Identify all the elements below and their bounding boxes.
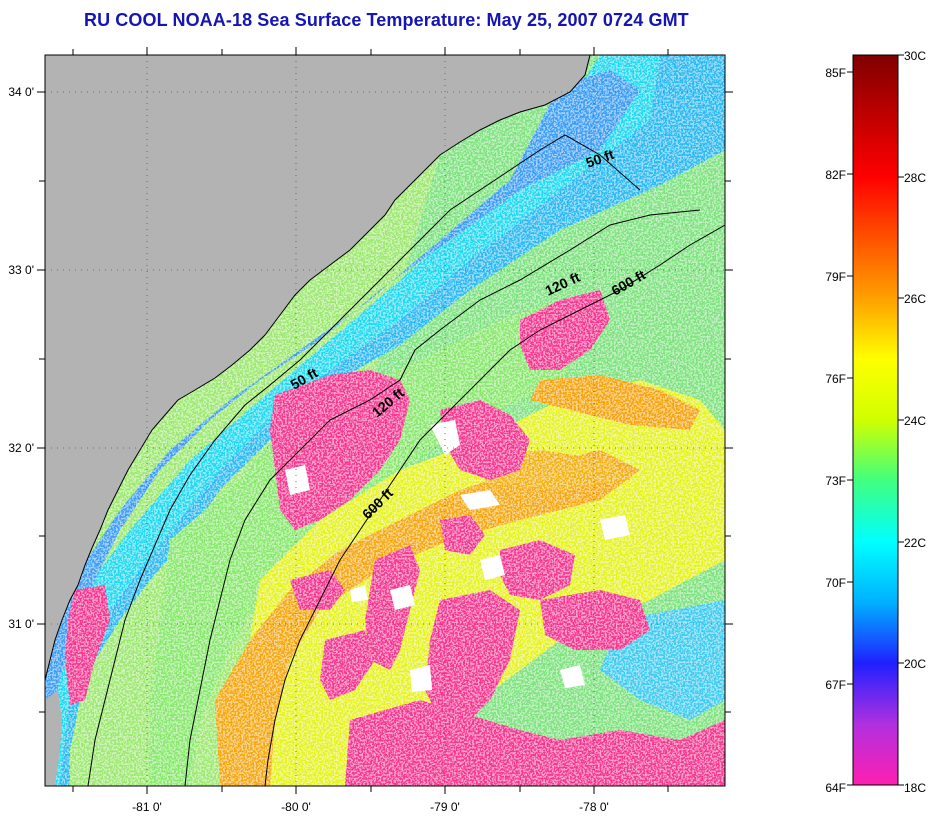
celsius-label-18: 18C [904, 781, 926, 795]
celsius-label-22: 22C [904, 536, 926, 550]
colorbar-celsius-ticks [898, 54, 904, 786]
celsius-label-24: 24C [904, 414, 926, 428]
longitude-label-80: -80 0' [281, 800, 311, 814]
celsius-label-30: 30C [904, 49, 926, 63]
isobath-50ft [87, 134, 641, 786]
fahrenheit-label-64: 64F [825, 781, 846, 795]
isobath-120ft [184, 209, 701, 786]
colorbar-fahrenheit-labels: 85F 82F 79F 76F 73F 70F 67F 64F [825, 66, 846, 795]
longitude-label-79: -79 0' [430, 800, 460, 814]
fahrenheit-label-85: 85F [825, 66, 846, 80]
celsius-label-26: 26C [904, 292, 926, 306]
colorbar: 30C 28C 26C 24C 22C 20C 18C 85F 82F 79F … [825, 49, 926, 795]
longitude-label-81: -81 0' [132, 800, 162, 814]
celsius-label-28: 28C [904, 171, 926, 185]
fahrenheit-label-76: 76F [825, 372, 846, 386]
latitude-label-32: 32 0' [8, 441, 34, 455]
land-mass [45, 55, 590, 680]
fahrenheit-label-67: 67F [825, 678, 846, 692]
latitude-labels: 34 0' 33 0' 32 0' 31 0' [8, 85, 34, 631]
latitude-label-33: 33 0' [8, 263, 34, 277]
longitude-label-78: -78 0' [579, 800, 609, 814]
coastline-contour [45, 55, 591, 681]
colorbar-scale [852, 54, 899, 786]
land-southeast-florida [45, 690, 62, 786]
isobath-600ft [264, 224, 725, 786]
fahrenheit-label-79: 79F [825, 270, 846, 284]
map-frame [44, 54, 726, 787]
colorbar-fahrenheit-ticks [847, 71, 853, 786]
fahrenheit-label-82: 82F [825, 168, 846, 182]
map-title: RU COOL NOAA-18 Sea Surface Temperature:… [84, 10, 689, 30]
celsius-label-20: 20C [904, 657, 926, 671]
latitude-label-31: 31 0' [8, 617, 34, 631]
fahrenheit-label-70: 70F [825, 576, 846, 590]
latitude-label-34: 34 0' [8, 85, 34, 99]
map-ticks [37, 47, 733, 794]
longitude-labels: -81 0' -80 0' -79 0' -78 0' [132, 800, 609, 814]
colorbar-celsius-labels: 30C 28C 26C 24C 22C 20C 18C [904, 49, 926, 795]
fahrenheit-label-73: 73F [825, 474, 846, 488]
map-body: 50 ft 120 ft 600 ft 50 ft 120 ft 600 ft [45, 55, 725, 786]
